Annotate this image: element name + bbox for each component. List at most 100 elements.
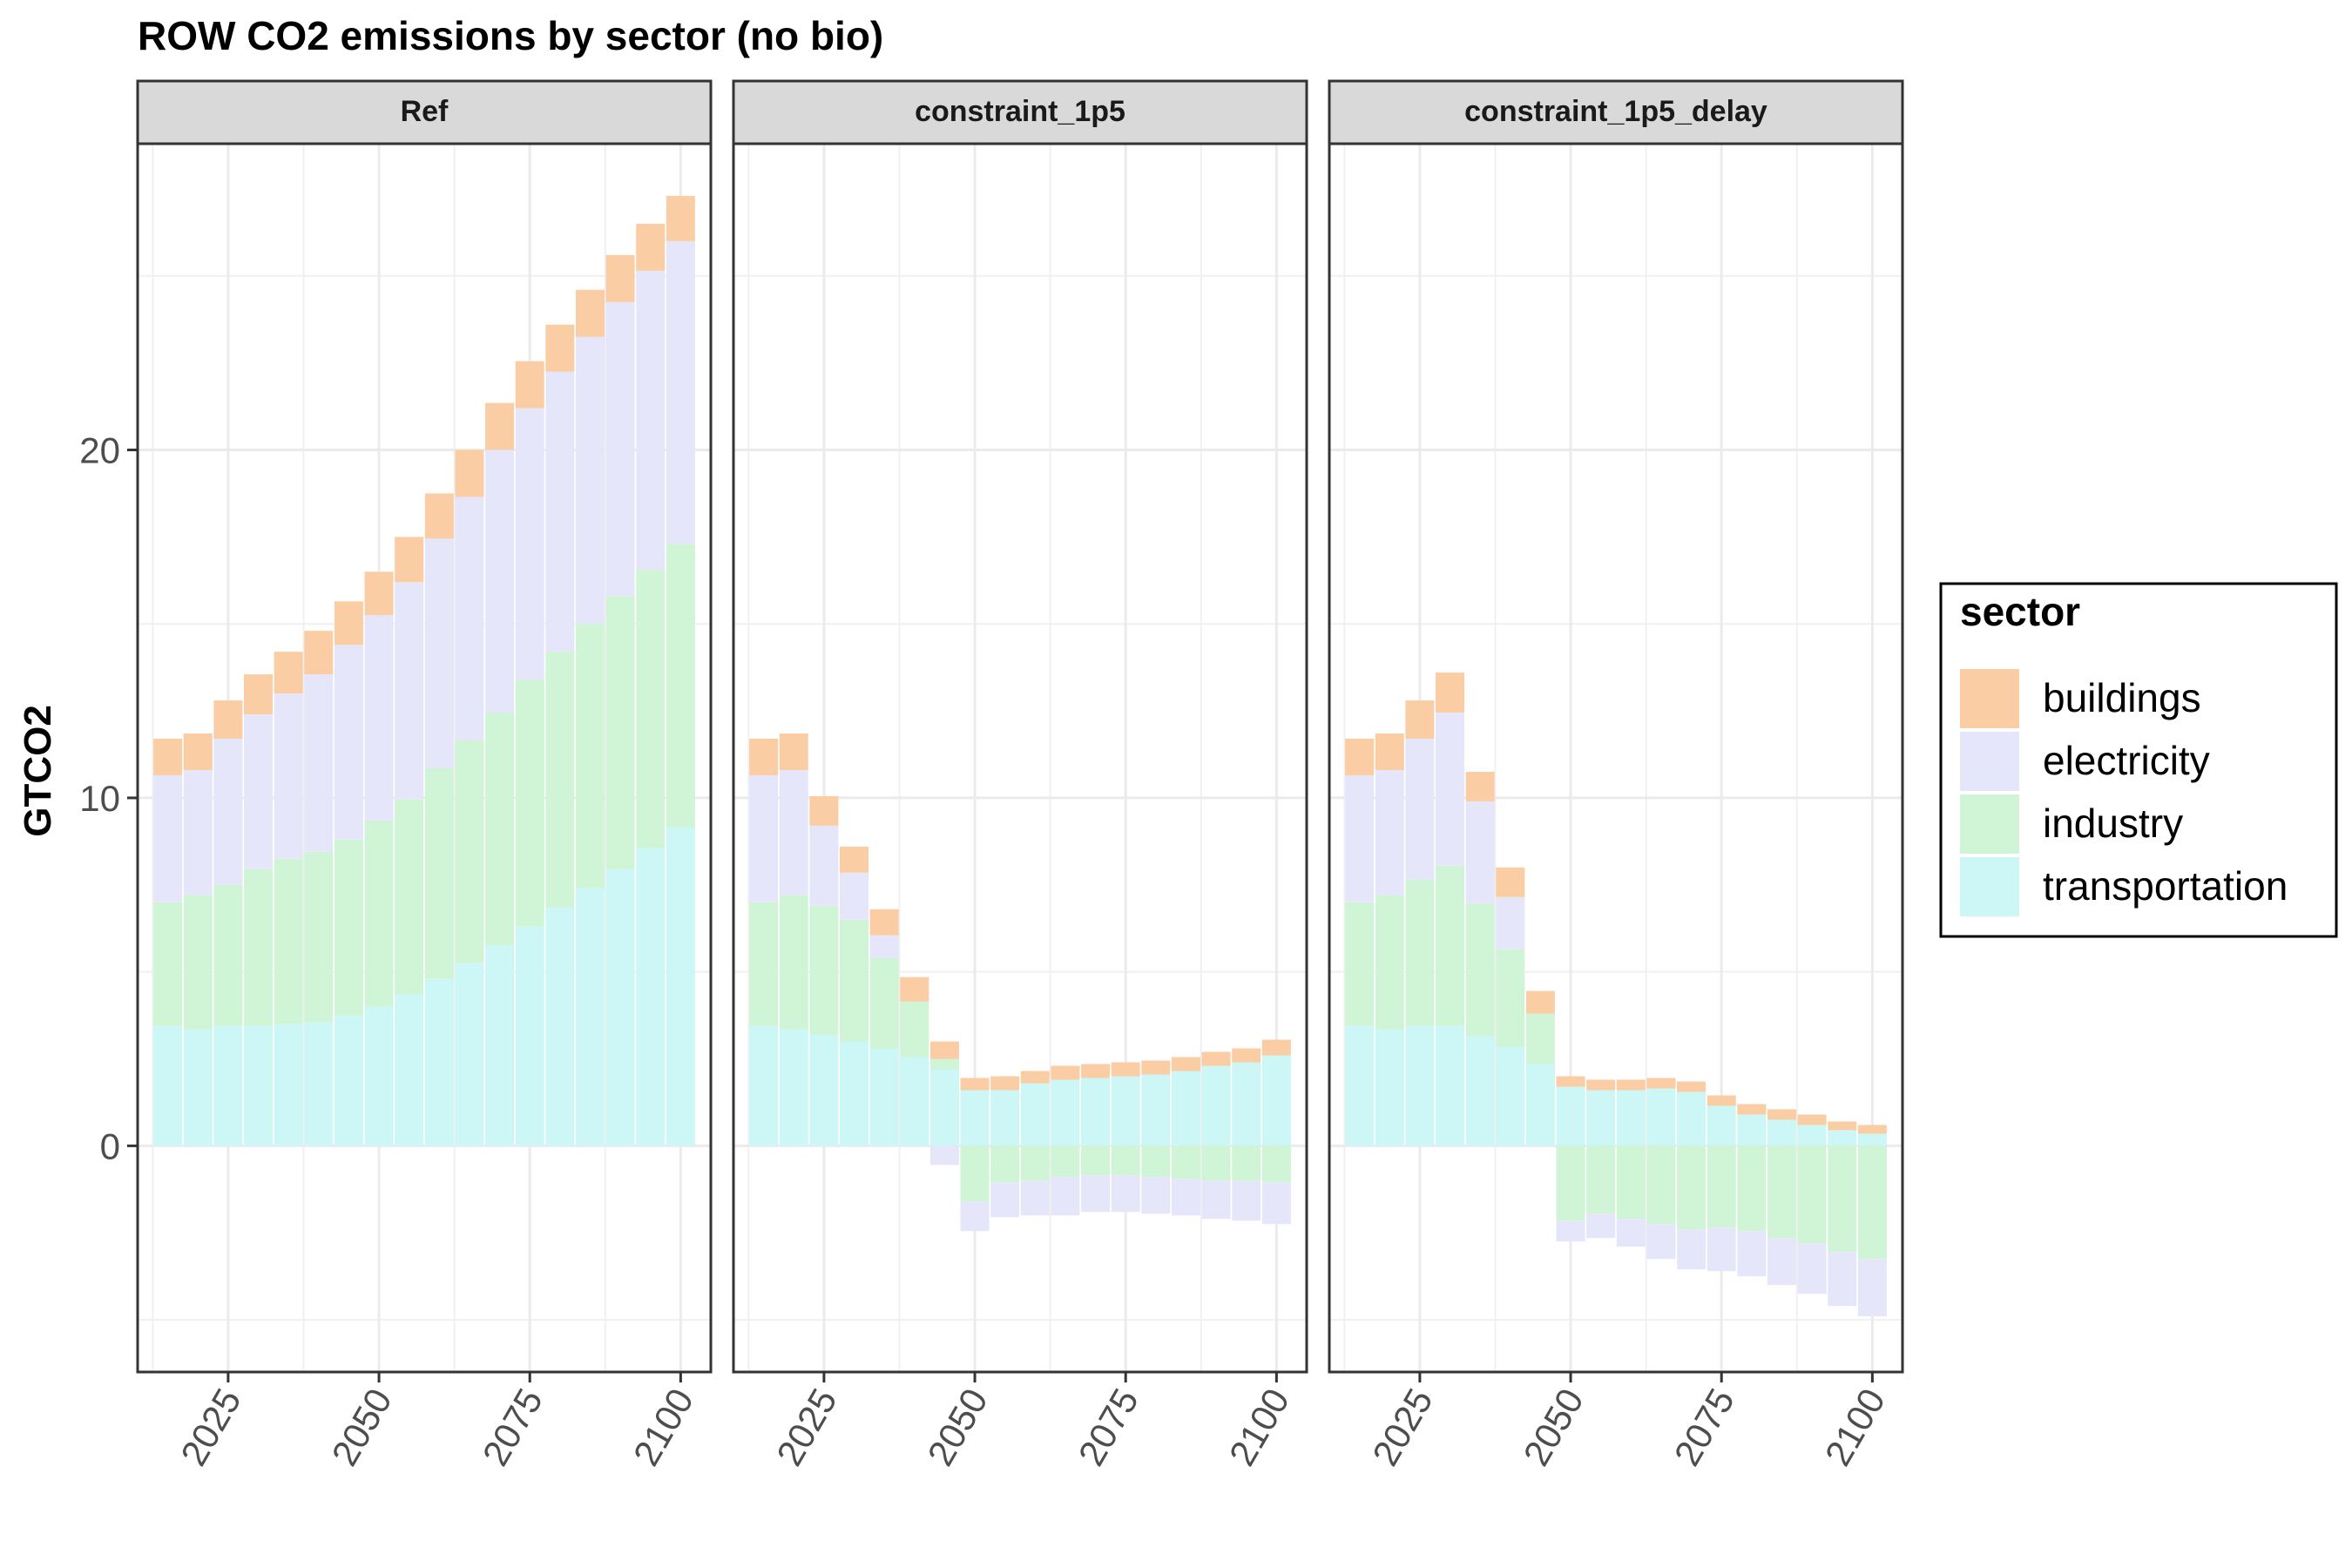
bar-industry-2015 — [153, 902, 183, 1026]
bar-buildings-2030 — [840, 846, 869, 873]
bar-industry-2060 — [424, 767, 454, 979]
bar-buildings-2075 — [1707, 1095, 1736, 1106]
bar-buildings-2065 — [1646, 1078, 1676, 1089]
legend-label-transportation: transportation — [2043, 863, 2288, 909]
bar-industry-2035 — [274, 858, 303, 1024]
bar-transportation-2100 — [1261, 1055, 1291, 1146]
bar-buildings-2060 — [1020, 1071, 1050, 1084]
bar-industry-2100 — [666, 544, 695, 828]
bar-electricity-2090 — [1201, 1180, 1231, 1220]
bar-industry-2035 — [869, 957, 899, 1049]
bar-electricity-2055 — [1586, 1213, 1616, 1239]
bar-buildings-2075 — [515, 361, 544, 409]
legend-key-transportation — [1960, 857, 2019, 916]
bar-industry-2080 — [1737, 1146, 1767, 1232]
bar-industry-2055 — [1586, 1146, 1616, 1214]
legend-key-buildings — [1960, 669, 2019, 728]
bars — [1345, 672, 1887, 1317]
bar-electricity-2085 — [1171, 1179, 1200, 1216]
bar-electricity-2020 — [183, 769, 213, 896]
bar-industry-2060 — [1020, 1146, 1050, 1181]
bar-industry-2030 — [840, 919, 869, 1042]
bar-electricity-2015 — [1345, 774, 1375, 902]
bar-electricity-2085 — [1767, 1238, 1796, 1286]
facet-strip — [1328, 79, 1904, 145]
bar-electricity-2030 — [840, 872, 869, 920]
legend-title: sector — [1960, 589, 2080, 634]
bar-buildings-2025 — [213, 700, 243, 740]
bar-industry-2075 — [1707, 1146, 1736, 1228]
bar-electricity-2045 — [334, 645, 363, 840]
bar-industry-2100 — [1261, 1146, 1291, 1183]
bar-buildings-2015 — [153, 739, 183, 775]
panel-border — [1328, 142, 1904, 1374]
bar-transportation-2080 — [1141, 1074, 1171, 1146]
bar-transportation-2015 — [1345, 1025, 1375, 1146]
bar-buildings-2080 — [1141, 1060, 1171, 1075]
bar-electricity-2035 — [869, 935, 899, 958]
legend-key-electricity — [1960, 732, 2019, 791]
bar-industry-2050 — [960, 1146, 990, 1202]
bar-electricity-2080 — [545, 371, 575, 652]
bar-electricity-2025 — [213, 739, 243, 885]
bar-transportation-2035 — [274, 1024, 303, 1146]
bar-industry-2100 — [1857, 1146, 1887, 1260]
bar-transportation-2030 — [1436, 1025, 1465, 1146]
bar-buildings-2085 — [575, 289, 605, 337]
bar-electricity-2020 — [1375, 769, 1404, 896]
bar-transportation-2085 — [1767, 1119, 1796, 1146]
bar-buildings-2050 — [364, 571, 394, 616]
facet-strip-label: constraint_1p5 — [915, 95, 1125, 128]
bar-electricity-2035 — [274, 693, 303, 859]
bar-electricity-2060 — [1616, 1219, 1646, 1247]
bar-industry-2040 — [1496, 949, 1525, 1047]
bar-industry-2045 — [929, 1058, 959, 1070]
bar-buildings-2095 — [636, 223, 666, 271]
bar-transportation-2030 — [244, 1025, 274, 1146]
bar-buildings-2090 — [1201, 1051, 1231, 1066]
bar-transportation-2020 — [183, 1029, 213, 1146]
bar-buildings-2015 — [749, 739, 779, 775]
bar-buildings-2050 — [1556, 1076, 1585, 1087]
bar-transportation-2050 — [960, 1090, 990, 1146]
panel-border — [136, 142, 713, 1374]
bar-electricity-2070 — [1677, 1229, 1707, 1270]
x-tick-label: 2100 — [625, 1382, 701, 1472]
bar-transportation-2025 — [809, 1034, 839, 1146]
facet-panel-constraint_1p5_delay: constraint_1p5_delay 2025 2050 2075 2100 — [1328, 79, 1904, 1472]
bar-industry-2025 — [213, 884, 243, 1026]
bar-transportation-2015 — [153, 1025, 183, 1146]
bar-transportation-2025 — [1405, 1025, 1435, 1146]
facet-strip-label: Ref — [401, 95, 449, 128]
bar-buildings-2040 — [1496, 867, 1525, 897]
bar-transportation-2050 — [364, 1006, 394, 1146]
bars — [153, 195, 695, 1146]
bar-transportation-2065 — [1051, 1079, 1080, 1146]
bar-industry-2025 — [809, 905, 839, 1035]
bar-buildings-2100 — [666, 195, 695, 241]
bar-transportation-2095 — [1232, 1062, 1261, 1146]
bar-industry-2055 — [990, 1146, 1020, 1183]
bar-transportation-2095 — [1828, 1130, 1857, 1146]
legend-label-electricity: electricity — [2043, 738, 2210, 783]
bar-industry-2020 — [779, 895, 808, 1030]
bar-transportation-2075 — [1707, 1105, 1736, 1146]
facet-strip-label: constraint_1p5_delay — [1464, 95, 1767, 128]
bar-transportation-2060 — [1020, 1083, 1050, 1146]
bar-industry-2040 — [900, 1001, 929, 1058]
bar-buildings-2035 — [869, 909, 899, 936]
bar-buildings-2090 — [1797, 1114, 1827, 1125]
bar-buildings-2025 — [1405, 700, 1435, 740]
bar-transportation-2080 — [545, 907, 575, 1146]
bar-buildings-2090 — [605, 254, 635, 302]
bar-buildings-2100 — [1857, 1125, 1887, 1134]
bar-buildings-2095 — [1828, 1121, 1857, 1131]
x-tick-label: 2025 — [768, 1382, 844, 1472]
bar-electricity-2085 — [575, 336, 605, 625]
bar-buildings-2080 — [545, 324, 575, 372]
bar-industry-2055 — [395, 799, 424, 995]
bar-industry-2020 — [183, 895, 213, 1030]
bar-electricity-2065 — [1051, 1177, 1080, 1216]
bar-electricity-2025 — [809, 825, 839, 906]
